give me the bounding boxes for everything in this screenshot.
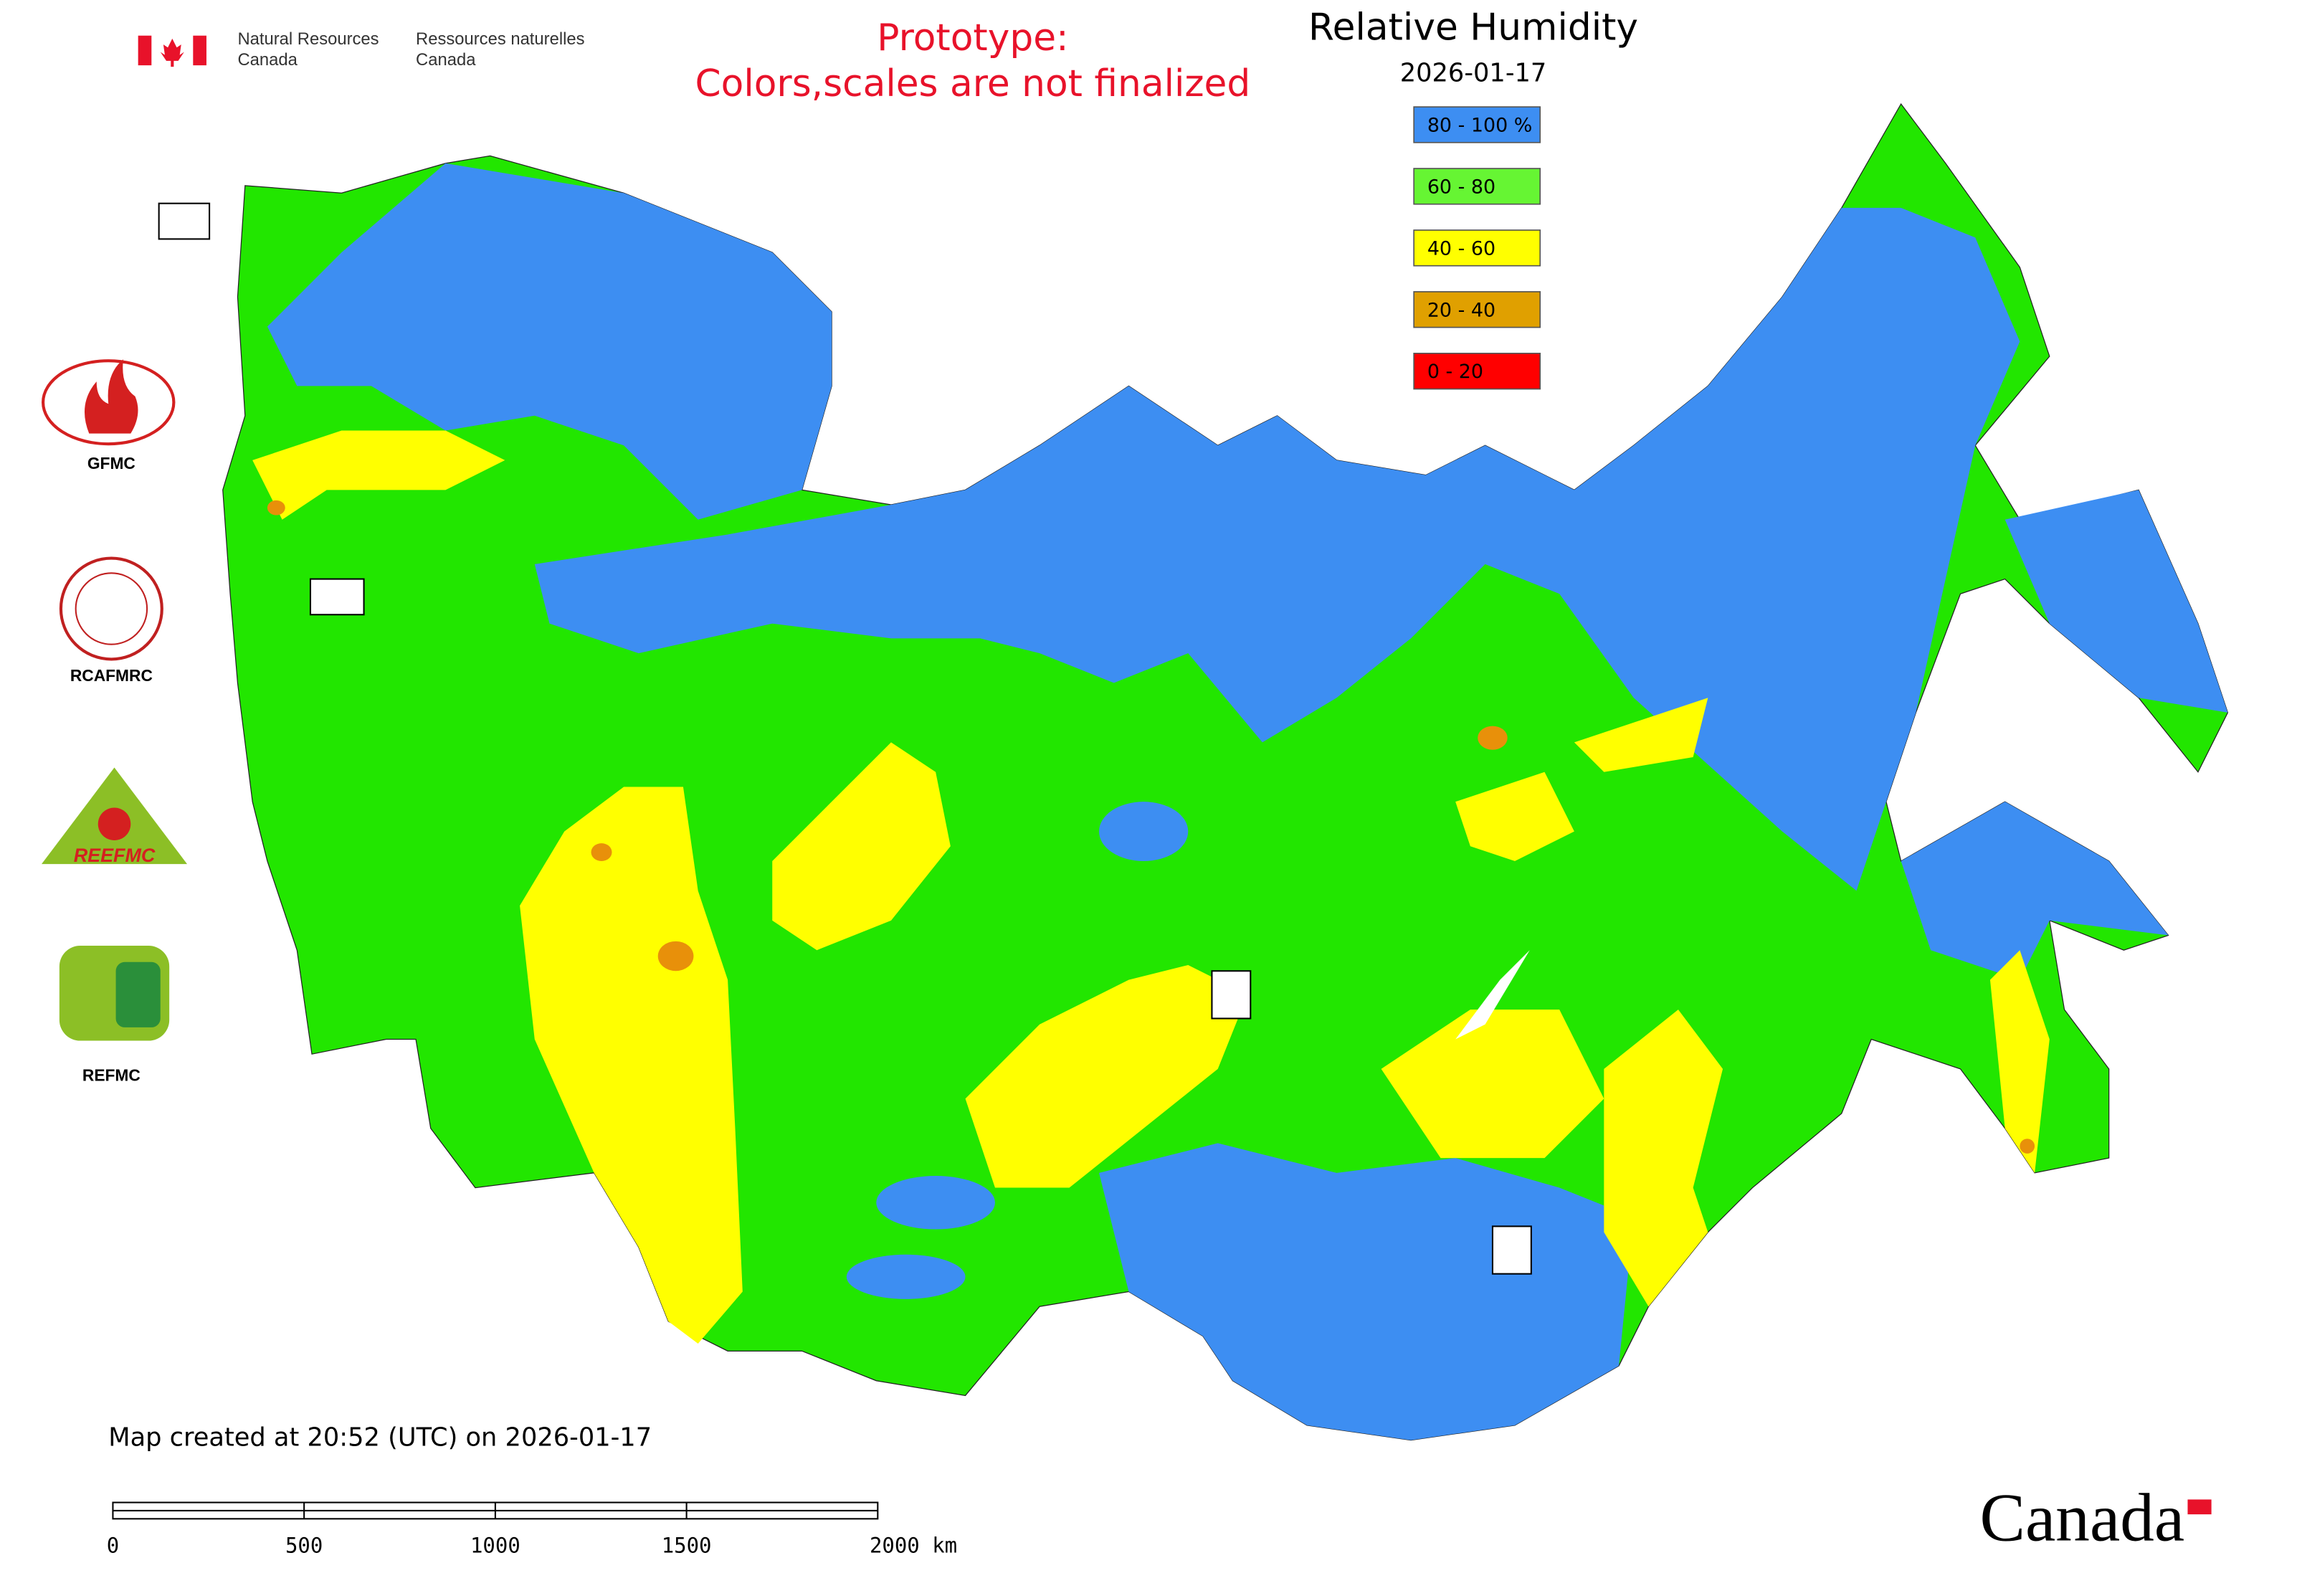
zone (1381, 1010, 1604, 1159)
site-marker (1491, 1225, 1532, 1275)
scale-label: 500 (285, 1534, 323, 1558)
logo-label: REFMC (82, 1065, 141, 1084)
scale-label: 1500 (662, 1534, 712, 1558)
legend-label: 60 - 80 (1427, 176, 1495, 198)
map (158, 103, 2229, 1441)
agency-en: Canada (237, 50, 298, 70)
legend-label: 80 - 100 % (1427, 115, 1533, 137)
partner-logos: GFMC RCAFMRC REEFMC REFMC (42, 359, 188, 1084)
prototype-notice: Prototype: (877, 16, 1068, 60)
lake-baikal (1455, 950, 1530, 1040)
zone (1989, 950, 2050, 1173)
site-marker (309, 578, 365, 616)
flag-bar (193, 35, 206, 66)
very-dry-spots (267, 500, 2035, 1154)
legend-swatch (1413, 106, 1541, 143)
zone (267, 163, 832, 520)
reefmc-flame (97, 807, 131, 841)
site-marker (158, 202, 211, 240)
spot (2020, 1139, 2035, 1154)
legend-label: 40 - 60 (1427, 237, 1495, 260)
gfmc-flame (84, 359, 138, 434)
scale-label: 0 (107, 1534, 119, 1558)
gfmc-logo (42, 359, 176, 446)
zone (1901, 802, 2169, 980)
legend-swatch (1413, 229, 1541, 267)
scale-bar: 0 500 1000 1500 2000 km (107, 1501, 957, 1558)
spot (267, 500, 285, 516)
wordmark-flag (2187, 1499, 2212, 1515)
logo-label: RCAFMRC (70, 666, 153, 685)
legend-title: Relative Humidity (1308, 6, 1638, 49)
dry-zones (252, 430, 2050, 1344)
zone (772, 742, 951, 951)
legend-swatch (1413, 291, 1541, 328)
legend-label: 0 - 20 (1427, 361, 1483, 383)
reefmc-logo-text: REEFMC (74, 845, 156, 866)
site-marker (1211, 970, 1252, 1020)
spot (591, 843, 612, 862)
spot (1478, 726, 1508, 750)
legend-label: 20 - 40 (1427, 299, 1495, 321)
flag-bar (138, 35, 152, 66)
zone (1455, 771, 1574, 862)
rcafmrc-logo (75, 572, 148, 645)
legend: Relative Humidity 2026-01-17 80 - 100 % 6… (1308, 6, 1638, 390)
header: Natural Resources Canada Ressources natu… (138, 16, 1251, 105)
zone (1574, 698, 1708, 772)
zone (2004, 490, 2228, 713)
prototype-notice: Colors,scales are not finalized (695, 62, 1251, 105)
zone (534, 207, 2020, 891)
site-markers (158, 202, 1532, 1275)
scale-label: 2000 km (870, 1534, 957, 1558)
legend-swatch (1413, 352, 1541, 390)
canada-wordmark: Canada (1979, 1479, 2184, 1555)
humid-zones (267, 163, 2228, 1440)
legend-swatch (1413, 168, 1541, 205)
zone (965, 964, 1248, 1188)
legend-date: 2026-01-17 (1400, 59, 1547, 88)
zone (252, 430, 505, 520)
agency-en: Natural Resources (237, 29, 379, 49)
spot (657, 941, 694, 972)
scale-label: 1000 (470, 1534, 520, 1558)
refmc-logo (115, 961, 161, 1027)
maple-leaf (160, 38, 184, 67)
zone (520, 787, 743, 1344)
zone (1604, 1010, 1723, 1307)
logo-label: GFMC (87, 454, 135, 472)
map-created: Map created at 20:52 (UTC) on 2026-01-17 (108, 1423, 652, 1453)
zone (1098, 1143, 1634, 1440)
zone (1098, 802, 1189, 862)
agency-fr: Ressources naturelles (416, 29, 585, 49)
zone (846, 1254, 966, 1299)
agency-fr: Canada (416, 50, 476, 70)
zone (876, 1175, 995, 1230)
